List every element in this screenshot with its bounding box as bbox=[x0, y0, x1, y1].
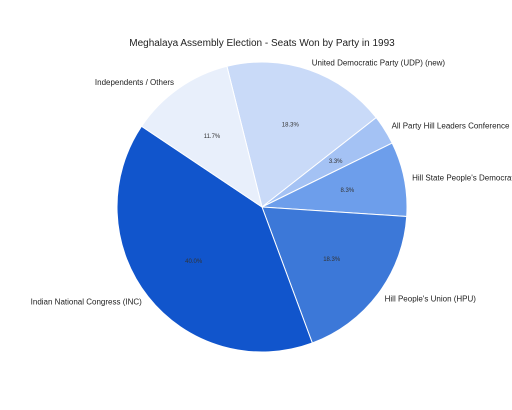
pie-slice-5 bbox=[140, 65, 263, 209]
slice-pct-label-0: 18.3% bbox=[282, 123, 300, 129]
slice-label-3: Hill People's Union (HPU) bbox=[385, 294, 477, 303]
pie-slice-3 bbox=[261, 206, 408, 344]
pie-slice-0 bbox=[226, 61, 377, 208]
slice-labels: 18.3% United Democratic Party (UDP) (new)… bbox=[31, 58, 512, 306]
pie-slice-4 bbox=[116, 125, 313, 353]
pie-slices bbox=[116, 61, 408, 353]
slice-pct-label-4: 40.0% bbox=[185, 259, 203, 265]
slice-label-5: Independents / Others bbox=[95, 78, 174, 87]
slice-label-1: All Party Hill Leaders Conference bbox=[392, 122, 510, 131]
slice-pct-label-5: 11.7% bbox=[204, 134, 221, 140]
slice-label-2: Hill State People's Democratic Party bbox=[412, 173, 512, 182]
slice-pct-label-3: 18.3% bbox=[323, 257, 341, 263]
slice-label-4: Indian National Congress (INC) bbox=[31, 298, 142, 307]
slice-pct-label-2: 8.3% bbox=[340, 188, 354, 194]
slice-pct-label-1: 3.3% bbox=[329, 159, 343, 165]
chart-title: Meghalaya Assembly Election - Seats Won … bbox=[129, 38, 395, 49]
slice-label-0: United Democratic Party (UDP) (new) bbox=[312, 58, 446, 67]
